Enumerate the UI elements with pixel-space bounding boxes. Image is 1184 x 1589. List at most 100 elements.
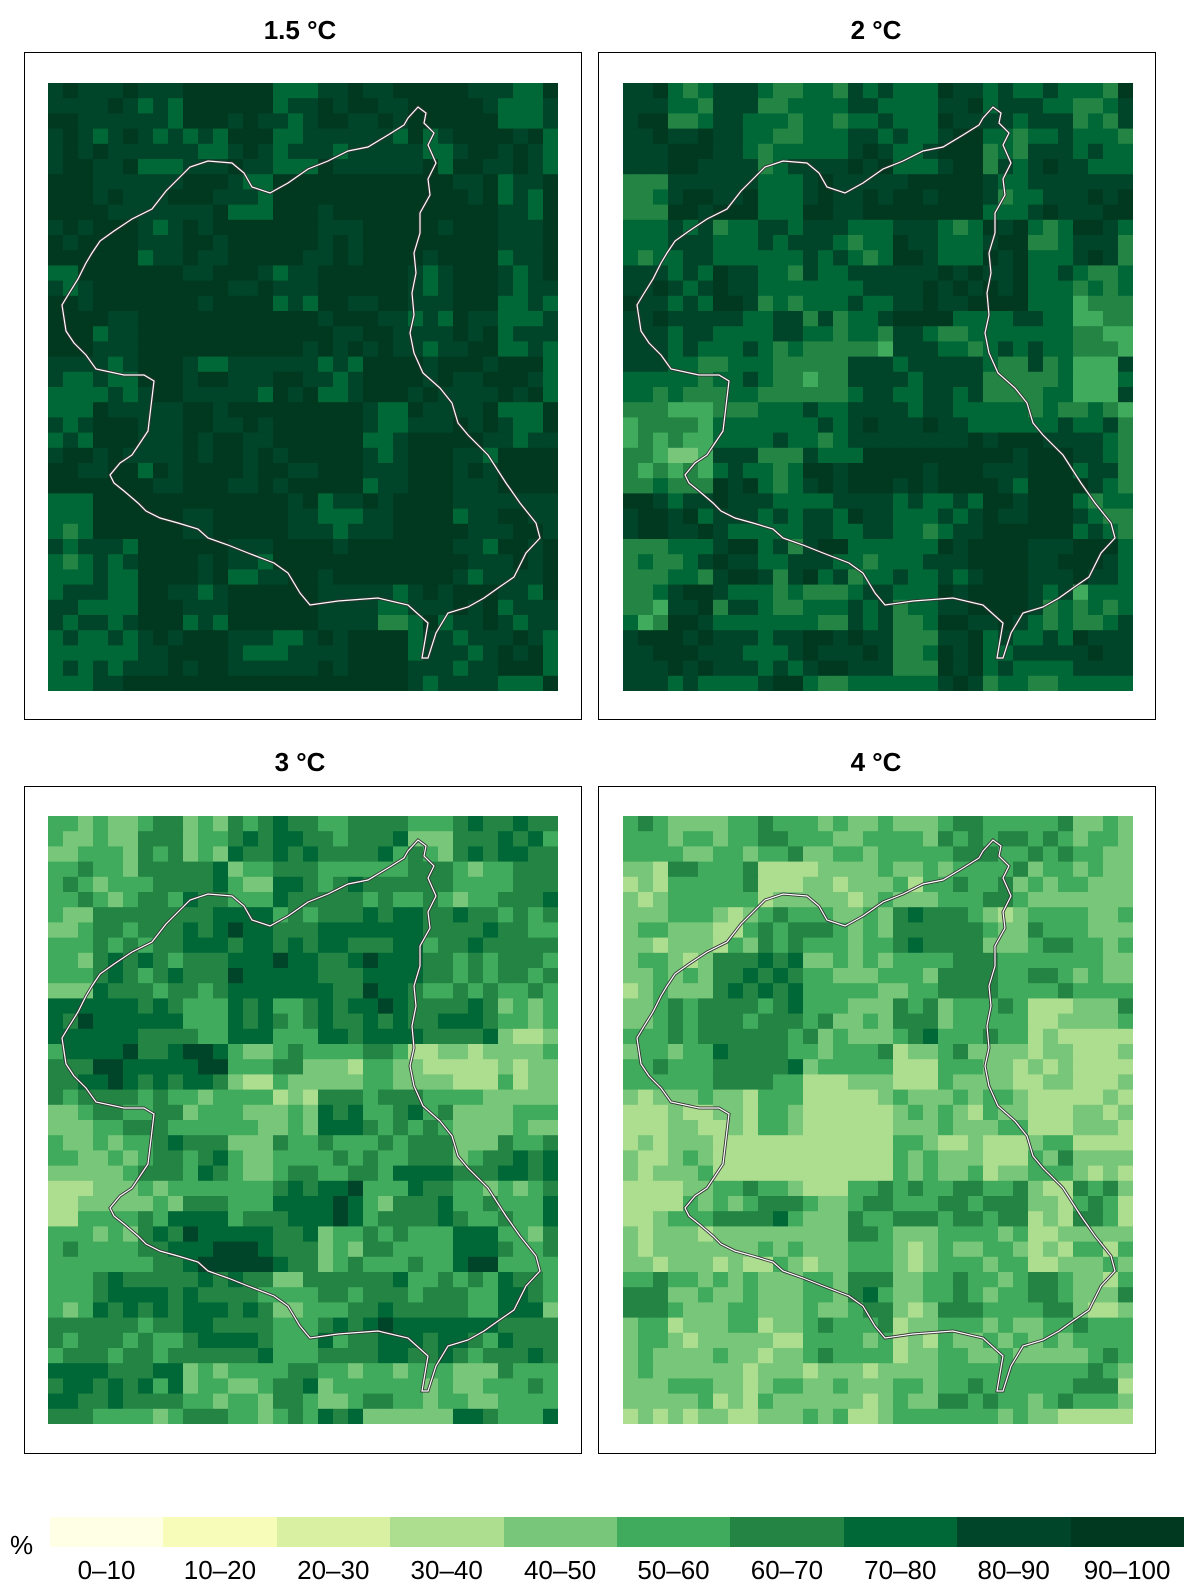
raster-cell <box>63 219 79 236</box>
raster-cell <box>408 174 424 190</box>
raster-cell <box>953 816 969 832</box>
raster-cell <box>348 280 364 297</box>
raster-cell <box>228 204 244 221</box>
raster-cell <box>468 907 484 923</box>
raster-cell <box>78 816 94 832</box>
raster-cell <box>1088 1180 1104 1197</box>
raster-cell <box>668 937 684 954</box>
raster-cell <box>878 402 894 418</box>
raster-cell <box>243 660 259 677</box>
raster-cell <box>348 113 364 130</box>
raster-cell <box>728 356 744 373</box>
raster-cell <box>288 235 304 251</box>
raster-cell <box>668 599 684 616</box>
raster-cell <box>108 1135 124 1151</box>
raster-cell <box>243 1074 259 1091</box>
raster-cell <box>438 630 454 646</box>
raster-cell <box>318 1013 334 1030</box>
raster-cell <box>243 539 259 555</box>
raster-cell <box>698 1013 714 1030</box>
raster-cell <box>243 1150 259 1167</box>
raster-cell <box>513 1348 529 1364</box>
raster-cell <box>698 539 714 555</box>
raster-cell <box>513 265 529 282</box>
raster-cell <box>153 1104 169 1121</box>
raster-cell <box>108 311 124 327</box>
raster-cell <box>183 463 199 479</box>
raster-cell <box>638 1089 654 1106</box>
raster-cell <box>393 235 409 251</box>
raster-cell <box>788 599 804 616</box>
raster-cell <box>528 1363 544 1379</box>
raster-cell <box>1088 280 1104 297</box>
raster-cell <box>48 447 64 464</box>
raster-cell <box>258 907 274 923</box>
raster-cell <box>728 432 744 449</box>
raster-cell <box>183 569 199 586</box>
raster-cell <box>1073 295 1089 312</box>
raster-cell <box>63 615 79 631</box>
raster-cell <box>638 1165 654 1182</box>
raster-cell <box>258 447 274 464</box>
raster-cell <box>288 922 304 939</box>
raster-cell <box>1088 1150 1104 1167</box>
raster-cell <box>198 968 214 984</box>
raster-cell <box>318 998 334 1015</box>
raster-cell <box>48 417 64 434</box>
raster-cell <box>498 250 514 266</box>
raster-cell <box>983 508 999 525</box>
raster-cell <box>258 356 274 373</box>
raster-cell <box>93 1302 109 1319</box>
raster-cell <box>123 1135 139 1151</box>
raster-cell <box>623 1196 639 1212</box>
raster-cell <box>453 539 469 555</box>
raster-cell <box>743 113 759 130</box>
raster-cell <box>78 128 94 145</box>
raster-cell <box>168 892 184 908</box>
raster-cell <box>1088 219 1104 236</box>
raster-cell <box>333 1089 349 1106</box>
raster-cell <box>638 219 654 236</box>
raster-cell <box>273 1348 289 1364</box>
raster-cell <box>863 1074 879 1091</box>
raster-cell <box>348 1196 364 1212</box>
raster-cell <box>273 1241 289 1258</box>
raster-cell <box>93 250 109 266</box>
raster-cell <box>863 432 879 449</box>
raster-cell <box>1118 143 1133 160</box>
raster-cell <box>468 584 484 601</box>
raster-cell <box>78 1028 94 1045</box>
raster-cell <box>108 892 124 908</box>
raster-cell <box>968 432 984 449</box>
raster-cell <box>153 1408 169 1424</box>
raster-cell <box>543 983 558 999</box>
raster-cell <box>638 250 654 266</box>
raster-cell <box>743 463 759 479</box>
raster-cell <box>743 675 759 691</box>
raster-cell <box>183 1408 199 1424</box>
raster-cell <box>438 219 454 236</box>
raster-cell <box>728 463 744 479</box>
raster-cell <box>968 478 984 494</box>
raster-cell <box>183 204 199 221</box>
raster-cell <box>863 311 879 327</box>
raster-cell <box>273 387 289 403</box>
raster-cell <box>1028 280 1044 297</box>
raster-cell <box>863 1013 879 1030</box>
raster-cell <box>333 1378 349 1395</box>
raster-cell <box>243 876 259 893</box>
raster-cell <box>423 1120 439 1136</box>
raster-cell <box>273 1135 289 1151</box>
raster-cell <box>78 846 94 863</box>
raster-cell <box>63 204 79 221</box>
raster-cell <box>773 508 789 525</box>
raster-cell <box>953 371 969 388</box>
raster-cell <box>468 174 484 190</box>
raster-cell <box>168 1378 184 1395</box>
raster-cell <box>543 831 558 847</box>
raster-cell <box>863 128 879 145</box>
raster-cell <box>543 235 558 251</box>
raster-cell <box>638 1104 654 1121</box>
raster-cell <box>1013 1074 1029 1091</box>
raster-cell <box>333 675 349 691</box>
